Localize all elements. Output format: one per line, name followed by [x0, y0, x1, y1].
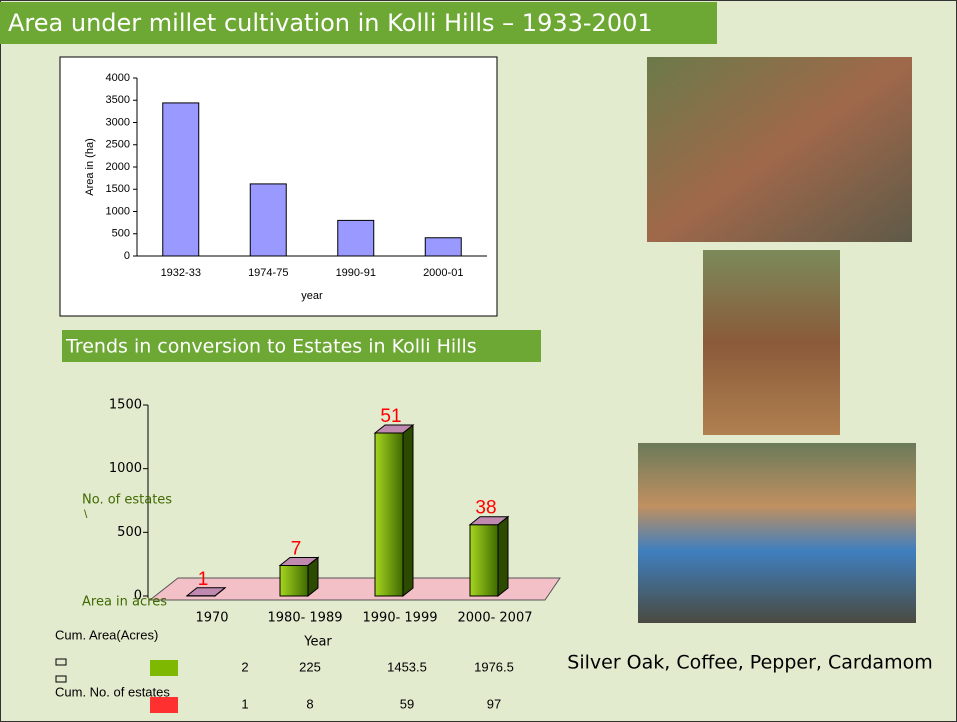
bar — [470, 525, 498, 596]
table-cell: 1976.5 — [474, 659, 514, 674]
table-cell: 1453.5 — [387, 659, 427, 674]
row-label: Cum. Area(Acres) — [55, 627, 158, 642]
bar — [280, 565, 308, 596]
z-axis-label: Area in acres — [82, 595, 167, 610]
photo — [638, 443, 916, 623]
y-tick-label: 1000 — [106, 205, 130, 217]
bar-side — [498, 517, 508, 596]
slide: Area under millet cultivation in Kolli H… — [0, 0, 957, 722]
data-label: 1 — [198, 569, 209, 590]
y-tick-label: 0 — [124, 250, 130, 262]
bar — [338, 220, 374, 256]
bar — [375, 433, 403, 596]
y-tick-label: 3000 — [106, 116, 130, 128]
x-tick-label: 2000-01 — [423, 267, 463, 279]
y-axis-label: Area in (ha) — [84, 138, 96, 195]
y-tick-label: 3500 — [106, 94, 130, 106]
bar — [425, 238, 461, 256]
table-cell: 1 — [241, 696, 248, 711]
bar-side — [403, 425, 413, 596]
table-cell: 97 — [487, 696, 501, 711]
y-tick-label: 4000 — [106, 72, 130, 84]
table-cell: 59 — [400, 696, 414, 711]
x-axis-label: Year — [303, 635, 332, 650]
legend-swatch — [150, 697, 178, 713]
data-label: 38 — [475, 498, 496, 519]
y-tick-label: 2500 — [106, 139, 130, 151]
bar — [250, 184, 286, 256]
x-tick-label: 1974-75 — [248, 267, 288, 279]
table-cell: 225 — [299, 659, 321, 674]
y-tick-label: 2000 — [106, 161, 130, 173]
y-tick-label: 1500 — [106, 183, 130, 195]
x-tick-label: 1990-91 — [336, 267, 376, 279]
y-tick-label: 500 — [112, 228, 130, 240]
x-tick-label: 1980- 1989 — [268, 611, 343, 626]
legend-swatch — [150, 660, 178, 676]
y-tick-label: 1000 — [109, 461, 142, 476]
caption: Silver Oak, Coffee, Pepper, Cardamom — [567, 652, 932, 674]
x-tick-label: 1932-33 — [161, 267, 201, 279]
photo — [647, 57, 912, 242]
table-cell: 2 — [241, 659, 248, 674]
slide-title: Area under millet cultivation in Kolli H… — [8, 9, 653, 37]
chart-subtitle: Trends in conversion to Estates in Kolli… — [65, 336, 477, 358]
x-tick-label: 2000- 2007 — [458, 611, 533, 626]
data-label: 7 — [291, 538, 302, 559]
y-tick-label: 500 — [117, 525, 142, 540]
data-label: 51 — [380, 406, 401, 427]
photo — [703, 250, 840, 435]
x-tick-label: 1970 — [195, 611, 228, 626]
x-tick-label: 1990- 1999 — [363, 611, 438, 626]
y-tick-label: 1500 — [109, 398, 142, 413]
x-axis-label: year — [301, 290, 323, 302]
bar — [163, 103, 199, 256]
y-axis-label: No. of estates — [82, 493, 172, 508]
table-cell: 8 — [306, 696, 313, 711]
